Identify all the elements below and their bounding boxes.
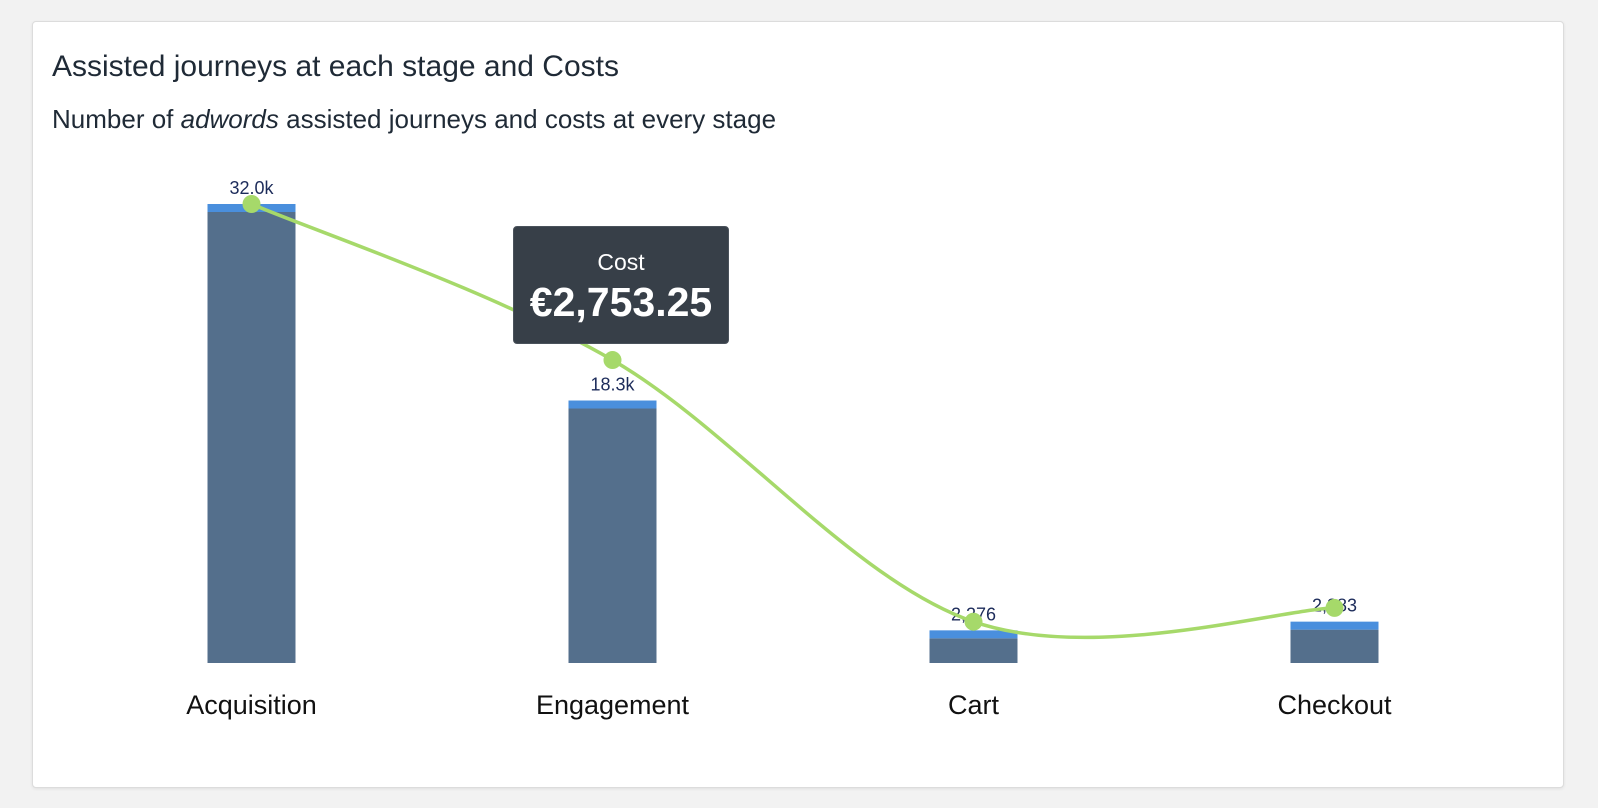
cost-line [250, 202, 1335, 640]
data-label: 32.0k [229, 178, 274, 198]
data-label: 18.3k [590, 375, 635, 395]
category-label: Cart [948, 690, 1000, 720]
bar-cap-checkout [1290, 621, 1379, 630]
tooltip-label: Cost [597, 249, 645, 275]
cost-point-checkout[interactable] [1325, 598, 1344, 617]
cost-point-acquisition[interactable] [242, 195, 261, 213]
chart-plot: 32.0kAcquisition18.3kEngagement2,276Cart… [186, 178, 1392, 720]
bar-cart[interactable] [929, 638, 1018, 663]
tooltip-value: €2,753.25 [529, 279, 713, 325]
chart-card: Assisted journeys at each stage and Cost… [32, 21, 1564, 788]
subtitle-prefix: Number of [52, 104, 181, 134]
category-label: Acquisition [186, 690, 317, 720]
chart-subtitle: Number of adwords assisted journeys and … [52, 104, 776, 135]
bar-engagement[interactable] [568, 408, 657, 663]
bar-cap-cart [929, 630, 1018, 639]
bar-acquisition[interactable] [207, 212, 296, 663]
bar-cap-engagement [568, 400, 657, 409]
cost-point-engagement[interactable] [603, 351, 622, 370]
category-label: Engagement [536, 690, 690, 720]
chart-title: Assisted journeys at each stage and Cost… [52, 50, 619, 83]
cost-tooltip: Cost €2,753.25 [513, 226, 729, 344]
category-label: Checkout [1277, 690, 1392, 720]
subtitle-suffix: assisted journeys and costs at every sta… [278, 104, 777, 134]
subtitle-emphasis: adwords [180, 104, 279, 134]
cost-point-cart[interactable] [964, 612, 983, 631]
bar-checkout[interactable] [1290, 629, 1379, 663]
